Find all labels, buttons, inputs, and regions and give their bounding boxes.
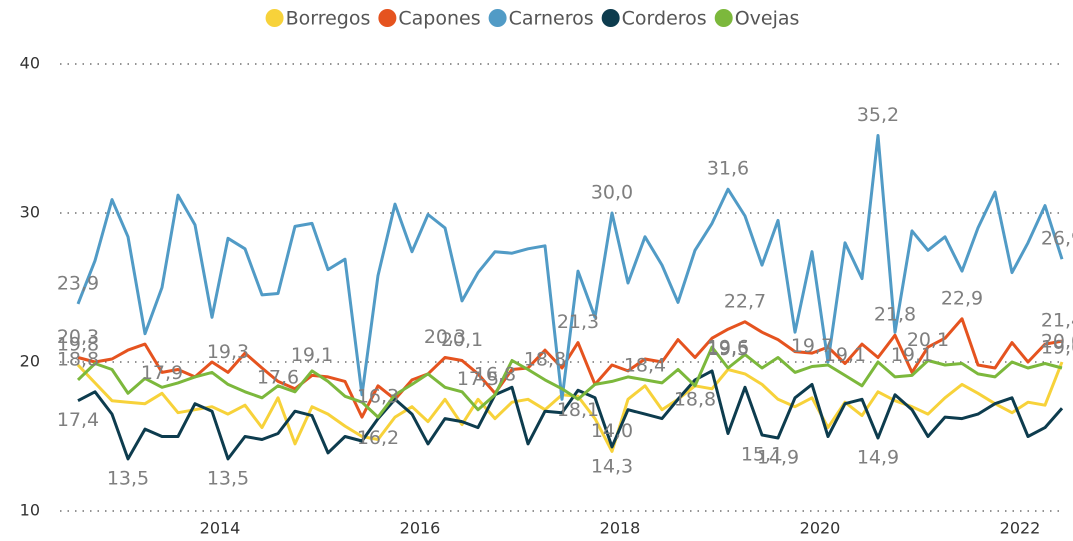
y-tick-label: 20 — [20, 352, 40, 371]
x-tick-label: 2022 — [1000, 519, 1041, 538]
data-label: 19,3 — [207, 341, 249, 363]
x-tick-label: 2016 — [400, 519, 441, 538]
data-label: 19,6 — [1041, 336, 1073, 358]
data-label: 16,3 — [357, 386, 399, 408]
data-label: 19,7 — [791, 335, 833, 357]
data-label: 21,4 — [1041, 310, 1073, 332]
series-line — [77, 369, 1064, 461]
data-label: 21,8 — [874, 304, 916, 326]
x-tick-label: 2014 — [200, 519, 241, 538]
data-label: 20,3 — [424, 326, 466, 348]
data-label: 14,0 — [591, 420, 633, 442]
legend-label: Capones — [398, 8, 480, 30]
legend-marker — [601, 9, 620, 27]
legend-label: Ovejas — [735, 8, 800, 30]
data-label: 20,1 — [441, 329, 483, 351]
legend-item: Corderos — [601, 8, 707, 30]
data-label: 19,5 — [707, 338, 749, 360]
data-label: 17,5 — [457, 368, 499, 390]
data-label: 16,8 — [474, 363, 516, 385]
data-label: 19,6 — [707, 336, 749, 358]
data-label: 22,7 — [724, 290, 766, 312]
data-label: 19,1 — [824, 344, 866, 366]
data-label: 14,3 — [591, 455, 633, 477]
data-label: 14,9 — [757, 446, 799, 468]
data-label: 18,4 — [624, 354, 666, 376]
x-tick-label: 2020 — [800, 519, 841, 538]
legend: Borregos Capones Carneros Corderos Ovejas — [265, 8, 800, 30]
legend-marker — [378, 9, 397, 27]
data-label: 20,3 — [57, 326, 99, 348]
x-tick-label: 2018 — [600, 519, 641, 538]
data-label: 19,1 — [891, 344, 933, 366]
legend-marker — [714, 9, 733, 27]
data-label: 26,9 — [1041, 228, 1073, 250]
data-label: 17,6 — [257, 366, 299, 388]
data-label: 18,8 — [524, 348, 566, 370]
y-tick-label: 40 — [20, 54, 40, 73]
data-label: 15,1 — [741, 444, 783, 466]
data-label: 31,6 — [707, 158, 749, 180]
series-line — [76, 134, 1064, 401]
data-label: 17,4 — [57, 409, 99, 431]
legend-item: Ovejas — [714, 8, 800, 30]
data-label: 21,3 — [557, 311, 599, 333]
y-tick-label: 30 — [20, 203, 40, 222]
legend-item: Borregos — [265, 8, 371, 30]
y-tick-label: 10 — [20, 501, 40, 520]
series-line — [77, 317, 1063, 419]
data-label: 23,9 — [57, 272, 99, 294]
series-line — [76, 345, 1063, 419]
data-label: 19,1 — [291, 344, 333, 366]
legend-label: Borregos — [286, 8, 371, 30]
data-label: 13,5 — [207, 467, 249, 489]
legend-label: Carneros — [509, 8, 594, 30]
data-label: 18,8 — [674, 388, 716, 410]
data-label: 18,1 — [557, 399, 599, 421]
legend-marker — [265, 9, 284, 27]
data-label: 14,9 — [857, 446, 899, 468]
data-label: 20,1 — [907, 329, 949, 351]
data-label: 19,8 — [57, 333, 99, 355]
data-label: 18,8 — [57, 348, 99, 370]
legend-marker — [488, 9, 507, 27]
data-label: 17,9 — [141, 362, 183, 384]
data-label: 20,0 — [1041, 331, 1073, 353]
legend-label: Corderos — [622, 8, 707, 30]
data-label: 35,2 — [857, 104, 899, 126]
data-label: 30,0 — [591, 182, 633, 204]
legend-item: Capones — [378, 8, 481, 30]
data-label: 13,5 — [107, 467, 149, 489]
data-label: 22,9 — [941, 287, 983, 309]
legend-item: Carneros — [488, 8, 594, 30]
data-label: 16,2 — [357, 427, 399, 449]
